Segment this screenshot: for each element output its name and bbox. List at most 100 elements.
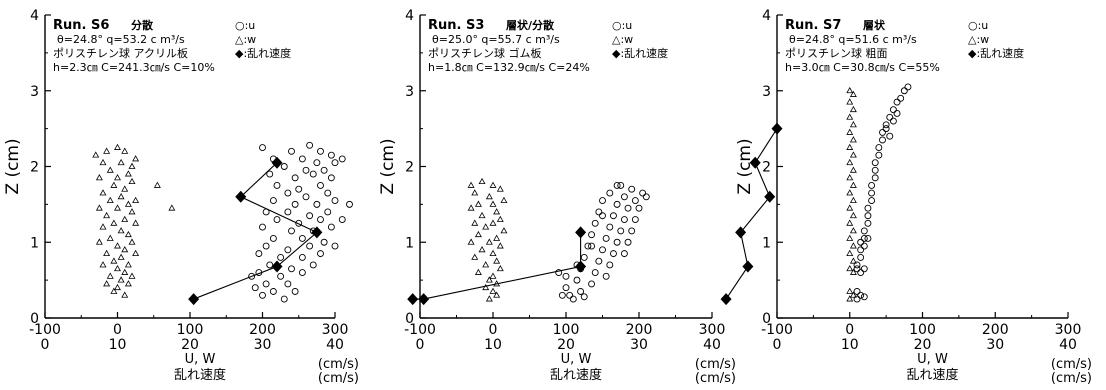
w-data-point <box>124 200 132 207</box>
u-data-point <box>306 212 314 220</box>
w-data-point <box>849 181 857 188</box>
u-data-point <box>320 166 328 174</box>
w-data-point <box>482 261 490 268</box>
x-turb-tick-label: 0 <box>416 337 425 353</box>
u-data-point <box>262 242 270 250</box>
w-data-point <box>121 215 129 222</box>
w-data-point <box>485 295 493 302</box>
u-data-point <box>259 291 266 299</box>
w-data-point <box>95 204 103 211</box>
w-data-point <box>493 291 501 298</box>
u-data-point <box>610 250 617 258</box>
turbulence-data-point <box>271 260 283 273</box>
w-data-point <box>846 86 854 94</box>
w-data-point <box>114 242 121 249</box>
x-turb-tick-label: 40 <box>1059 337 1077 353</box>
x-tick-label: 100 <box>553 322 580 338</box>
u-data-point <box>327 223 335 231</box>
x-axis-label-turbulence: 乱れ速度 <box>906 367 958 383</box>
w-data-point <box>849 291 857 298</box>
turbulence-data-point <box>271 156 283 169</box>
x-tick-label: 200 <box>626 322 653 338</box>
parameters-line: θ=24.8° q=53.2 c m³/s <box>57 33 185 46</box>
u-data-point <box>280 163 288 170</box>
x-axis-label-turbulence: 乱れ速度 <box>174 367 226 383</box>
x-tick-label: 300 <box>1055 322 1082 338</box>
u-data-point <box>857 238 865 246</box>
u-data-point <box>284 246 292 254</box>
u-data-point <box>346 200 353 208</box>
u-data-point <box>631 216 639 223</box>
y-tick-label: 4 <box>405 8 414 24</box>
u-data-point <box>317 181 324 189</box>
w-data-point <box>496 185 504 192</box>
x-turb-tick-label: 10 <box>841 337 859 353</box>
material-line: ポリスチレン球 ゴム板 <box>428 46 542 60</box>
u-data-point <box>889 117 897 125</box>
u-data-point <box>248 272 256 280</box>
u-data-point <box>864 204 872 212</box>
flow-condition-label: 層状 <box>863 18 886 32</box>
u-data-point <box>620 193 628 201</box>
w-data-point <box>496 264 504 272</box>
x-turb-tick-label: 40 <box>703 337 721 353</box>
w-data-point <box>117 276 125 283</box>
u-data-point <box>280 295 288 303</box>
y-axis-label: Z (cm) <box>378 138 398 194</box>
w-data-point <box>99 223 107 230</box>
u-data-point <box>875 144 883 152</box>
u-data-point <box>306 242 314 250</box>
u-data-point <box>620 216 628 223</box>
y-tick-label: 0 <box>762 311 771 327</box>
u-data-point <box>599 197 606 205</box>
x-axis-unit-turbulence: (cm/s) <box>318 371 359 386</box>
u-data-point <box>555 269 563 276</box>
w-data-point <box>103 147 111 154</box>
w-data-point <box>846 113 854 120</box>
flow-condition-label: 層状/分散 <box>506 18 555 32</box>
u-data-point <box>320 238 328 246</box>
u-data-point <box>558 291 566 299</box>
w-data-point <box>121 291 129 298</box>
w-data-point <box>849 242 857 249</box>
w-data-point <box>168 204 176 211</box>
w-data-point <box>103 211 111 219</box>
turbulence-data-point <box>749 156 761 169</box>
w-data-point <box>489 249 497 257</box>
w-data-point <box>110 219 118 226</box>
x-tick-label: 100 <box>909 322 936 338</box>
x-tick-label: 100 <box>177 322 204 338</box>
u-data-point <box>277 253 285 261</box>
x-tick-label: 0 <box>113 322 122 338</box>
u-data-point <box>864 219 872 227</box>
u-data-point <box>628 185 636 193</box>
u-data-point <box>259 144 266 152</box>
u-data-point <box>298 269 306 276</box>
u-data-point <box>313 159 321 167</box>
u-data-point <box>860 235 868 242</box>
turbulence-data-point <box>720 293 732 306</box>
u-data-point <box>573 276 581 284</box>
u-data-point <box>327 151 335 159</box>
u-data-point <box>893 110 901 117</box>
u-data-point <box>602 272 610 280</box>
w-data-point <box>846 295 854 302</box>
flow-params-line: h=2.3㎝ C=241.3㎝/s C=10% <box>53 61 215 74</box>
w-data-point <box>117 192 125 200</box>
u-data-point <box>588 280 595 288</box>
w-data-point <box>103 249 111 257</box>
u-data-point <box>879 128 886 136</box>
u-data-point <box>298 253 306 261</box>
x-tick-label: 300 <box>322 322 349 338</box>
u-data-point <box>613 200 621 208</box>
w-data-point <box>132 155 140 162</box>
u-data-point <box>595 257 603 265</box>
u-data-point <box>562 272 570 280</box>
turbulence-data-point <box>188 293 200 306</box>
u-data-point <box>251 284 259 292</box>
x-axis-unit: (cm/s) <box>695 357 736 372</box>
w-data-point <box>117 158 125 166</box>
x-tick-label: 300 <box>699 322 726 338</box>
u-data-point <box>588 231 595 239</box>
